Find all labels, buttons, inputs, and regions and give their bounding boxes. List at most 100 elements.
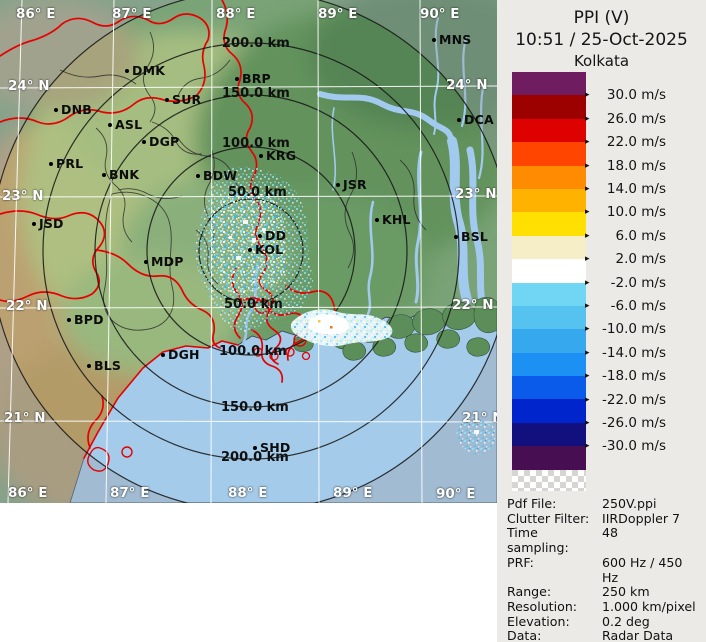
- colorbar-tick: ▸ -26.0 m/s: [585, 415, 666, 431]
- tick-arrow-icon: ▸: [585, 184, 590, 194]
- tick-value: -18.0 m/s: [602, 368, 666, 384]
- metadata-value: Radar Data: [602, 628, 674, 642]
- colorbar-band: [512, 142, 586, 166]
- colorbar-tick: ▸ -2.0 m/s: [585, 275, 666, 291]
- metadata-value: 600 Hz / 450 Hz: [602, 554, 683, 585]
- colorbar-band: [512, 305, 586, 330]
- tick-arrow-icon: ▸: [585, 418, 590, 428]
- metadata-label: Data:: [507, 628, 542, 642]
- tick-value: 26.0 m/s: [606, 111, 666, 127]
- tick-arrow-icon: ▸: [585, 441, 590, 451]
- colorbar-tick: ▸ -6.0 m/s: [585, 298, 666, 314]
- metadata-row: Pdf File: 250V.ppi: [507, 496, 702, 512]
- colorbar-band: [512, 165, 586, 189]
- colorbar-tick: ▸ -22.0 m/s: [585, 392, 666, 408]
- tick-value: 6.0 m/s: [615, 228, 667, 244]
- scan-datetime: 10:51 / 25-Oct-2025: [515, 30, 688, 50]
- metadata-label: PRF:: [507, 554, 534, 570]
- metadata-row: Time sampling: 48: [507, 525, 702, 555]
- colorbar-band: [512, 422, 586, 447]
- colorbar-tick: ▸ 26.0 m/s: [585, 111, 666, 127]
- tick-value: -10.0 m/s: [602, 321, 666, 337]
- tick-value: 18.0 m/s: [606, 158, 666, 174]
- metadata-label: Elevation:: [507, 613, 570, 629]
- metadata-row: Resolution: 1.000 km/pixel: [507, 598, 702, 615]
- metadata-row: Clutter Filter: IIRDoppler 7: [507, 510, 702, 527]
- metadata-row: PRF: 600 Hz / 450 Hz: [507, 554, 702, 585]
- tick-value: 30.0 m/s: [606, 87, 666, 103]
- metadata-row: Data: Radar Data: [507, 629, 702, 642]
- tick-arrow-icon: ▸: [585, 207, 590, 217]
- colorbar-tick: ▸ 18.0 m/s: [585, 158, 666, 174]
- colorbar-band: [512, 188, 586, 213]
- tick-value: 14.0 m/s: [606, 181, 666, 197]
- colorbar-tick: ▸ 2.0 m/s: [585, 251, 666, 267]
- colorbar-nodata-checker: [512, 470, 586, 491]
- tick-arrow-icon: ▸: [585, 90, 590, 100]
- metadata-value: 0.2 deg: [602, 613, 650, 629]
- colorbar-band: [512, 352, 586, 377]
- tick-arrow-icon: ▸: [585, 137, 590, 147]
- metadata-label: Pdf File:: [507, 496, 557, 511]
- tick-value: -14.0 m/s: [602, 345, 666, 361]
- metadata-value: IIRDoppler 7: [602, 510, 681, 526]
- tick-arrow-icon: ▸: [585, 231, 590, 241]
- metadata-label: Resolution:: [507, 598, 578, 614]
- panel-header: PPI (V) 10:51 / 25-Oct-2025 Kolkata: [497, 0, 706, 71]
- colorbar-tick: ▸ -18.0 m/s: [585, 368, 666, 384]
- tick-arrow-icon: ▸: [585, 324, 590, 334]
- out-of-range-dim: [0, 0, 497, 503]
- colorbar-tick: ▸ -10.0 m/s: [585, 321, 666, 337]
- metadata-rows: Pdf File: 250V.ppi Clutter Filter: IIRDo…: [507, 496, 702, 642]
- metadata-value: 250V.ppi: [602, 496, 657, 511]
- tick-arrow-icon: ▸: [585, 371, 590, 381]
- tick-value: 10.0 m/s: [606, 204, 666, 220]
- colorbar-tick: ▸ 10.0 m/s: [585, 204, 666, 220]
- tick-arrow-icon: ▸: [585, 161, 590, 171]
- colorbar-band: [512, 446, 586, 470]
- colorbar-tick: ▸ -30.0 m/s: [585, 438, 666, 454]
- colorbar-band: [512, 376, 586, 400]
- scan-metadata: Pdf File: 250V.ppi Clutter Filter: IIRDo…: [507, 496, 702, 642]
- latlon-grid: [0, 0, 497, 503]
- colorbar-tick: ▸ 22.0 m/s: [585, 134, 666, 150]
- tick-value: -30.0 m/s: [602, 438, 666, 454]
- tick-arrow-icon: ▸: [585, 114, 590, 124]
- tick-arrow-icon: ▸: [585, 254, 590, 264]
- tick-value: 22.0 m/s: [606, 134, 666, 150]
- map-canvas: [0, 0, 497, 503]
- tick-arrow-icon: ▸: [585, 395, 590, 405]
- colorbar-tick: ▸ 30.0 m/s: [585, 87, 666, 103]
- metadata-label: Clutter Filter:: [507, 510, 590, 526]
- colorbar-band: [512, 118, 586, 143]
- metadata-value: 1.000 km/pixel: [602, 598, 696, 614]
- colorbar-band: [512, 329, 586, 353]
- colorbar-band: [512, 95, 586, 119]
- metadata-value: 250 km: [602, 584, 650, 600]
- metadata-row: Elevation: 0.2 deg: [507, 613, 702, 630]
- radar-map: 86° E 87° E 88° E 89° E 90° E 86° E 87° E 88° E…: [0, 0, 504, 503]
- metadata-row: Range: 250 km: [507, 585, 702, 600]
- metadata-label: Range:: [507, 584, 552, 600]
- metadata-value: 48: [602, 525, 619, 541]
- colorbar-band: [512, 72, 586, 96]
- product-title: PPI (V): [573, 8, 630, 28]
- colorbar-band: [512, 399, 586, 423]
- radar-site-name: Kolkata: [573, 52, 630, 70]
- colorbar-band: [512, 282, 586, 306]
- range-rings: [0, 0, 497, 503]
- velocity-colorbar: [512, 72, 586, 470]
- colorbar-tick: ▸ -14.0 m/s: [585, 345, 666, 361]
- colorbar-tick: ▸ 14.0 m/s: [585, 181, 666, 197]
- tick-arrow-icon: ▸: [585, 348, 590, 358]
- tick-arrow-icon: ▸: [585, 301, 590, 311]
- colorbar-band: [512, 235, 586, 260]
- colorbar-band: [512, 259, 586, 283]
- radar-echo-layer: [195, 166, 496, 455]
- tick-value: -26.0 m/s: [602, 415, 666, 431]
- tick-value: 2.0 m/s: [615, 251, 667, 267]
- colorbar-band: [512, 212, 586, 236]
- colorbar-tick: ▸ 6.0 m/s: [585, 228, 666, 244]
- tick-value: -22.0 m/s: [602, 392, 666, 408]
